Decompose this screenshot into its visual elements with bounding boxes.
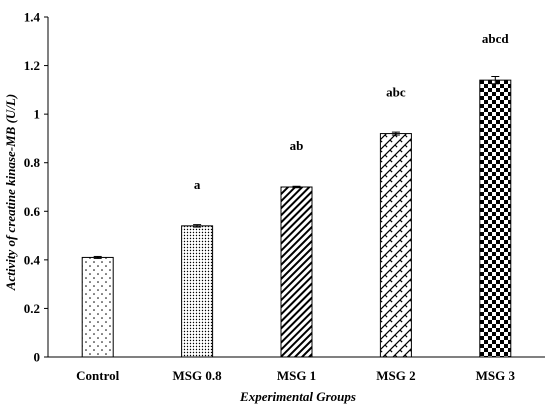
x-tick-label: MSG 0.8 — [173, 368, 223, 383]
bar — [181, 225, 214, 358]
significance-label: abcd — [482, 31, 510, 46]
y-tick-label: 0.8 — [24, 155, 41, 170]
y-tick-label: 0.2 — [24, 301, 40, 316]
significance-label: abc — [386, 85, 406, 100]
x-tick-label: MSG 1 — [277, 368, 316, 383]
y-tick-label: 1 — [34, 107, 41, 122]
significance-labels: a ab abc abcd — [194, 31, 510, 192]
y-tick-label: 0.4 — [24, 252, 41, 267]
x-tick-label: Control — [76, 368, 119, 383]
bar — [479, 79, 512, 358]
y-axis: 0 0.2 0.4 0.6 0.8 1 1.2 1.4 — [24, 10, 49, 365]
y-tick-label: 1.2 — [24, 58, 40, 73]
significance-label: ab — [290, 138, 304, 153]
y-axis-title: Activity of creatine kinase-MB (U/L) — [3, 94, 18, 291]
x-axis: Control MSG 0.8 MSG 1 MSG 2 MSG 3 — [48, 356, 545, 383]
y-tick-label: 1.4 — [24, 10, 41, 25]
y-tick-label: 0 — [34, 350, 41, 365]
x-axis-title: Experimental Groups — [239, 389, 356, 404]
x-tick-label: MSG 2 — [376, 368, 415, 383]
y-tick-label: 0.6 — [24, 204, 41, 219]
bar — [379, 133, 412, 358]
significance-label: a — [194, 177, 201, 192]
x-tick-label: MSG 3 — [476, 368, 516, 383]
bar — [81, 256, 114, 358]
bars — [81, 76, 512, 358]
bar — [280, 186, 313, 358]
